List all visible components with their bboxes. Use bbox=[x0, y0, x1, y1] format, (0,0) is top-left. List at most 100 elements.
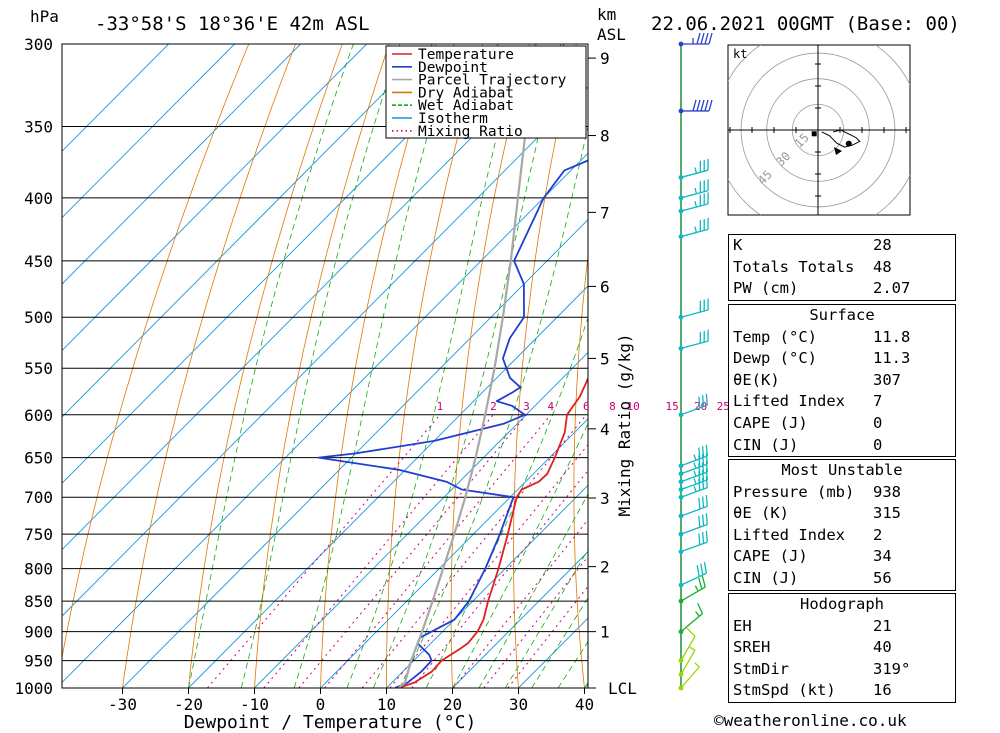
km-tick-label: 8 bbox=[600, 127, 610, 146]
table-key: Lifted Index bbox=[733, 525, 845, 544]
table-value: 0 bbox=[873, 413, 883, 432]
wind-barb-feather bbox=[698, 447, 701, 459]
wind-barb-dot bbox=[678, 685, 684, 691]
wind-barb-shaft bbox=[680, 479, 708, 491]
wind-barb bbox=[678, 393, 708, 418]
legend-label: Temperature bbox=[418, 47, 514, 63]
table-row: Dewp (°C) 11.3 bbox=[729, 348, 955, 370]
wind-barb-shaft bbox=[680, 666, 700, 689]
mixing-ratio-label: 3 bbox=[523, 400, 530, 413]
pressure-tick-label: 350 bbox=[24, 117, 53, 136]
wind-barb-feather bbox=[708, 32, 713, 45]
table-title: Most Unstable bbox=[781, 461, 903, 479]
table-key: Totals Totals bbox=[733, 257, 855, 276]
wind-barb-feather bbox=[701, 532, 705, 544]
wind-barb-feather bbox=[693, 478, 697, 485]
mixing-ratio-label: 20 bbox=[694, 400, 707, 413]
hodograph-storm-motion bbox=[845, 140, 852, 147]
table-key: K bbox=[733, 236, 743, 254]
isotherm-line bbox=[188, 285, 588, 688]
wind-barb-feather bbox=[686, 627, 696, 637]
wind-barb-feather bbox=[705, 530, 708, 543]
table-key: θE(K) bbox=[733, 370, 780, 389]
wind-barb-dot bbox=[678, 479, 684, 485]
table-value: 938 bbox=[873, 482, 901, 501]
wind-barb-shaft bbox=[680, 586, 706, 602]
pressure-tick-label: 700 bbox=[24, 488, 53, 507]
wind-barb-shaft bbox=[680, 523, 708, 535]
wind-barb-dot bbox=[678, 513, 684, 519]
isotherm-line bbox=[62, 44, 565, 551]
table-row: K 28 bbox=[729, 235, 955, 257]
table-row: StmDir 319° bbox=[729, 659, 955, 681]
wind-barb bbox=[678, 32, 713, 47]
wind-barb-feather bbox=[698, 577, 703, 590]
wind-barb-shaft bbox=[680, 340, 709, 350]
wind-barb bbox=[678, 603, 704, 635]
wind-barb bbox=[678, 217, 709, 239]
wind-barb-shaft bbox=[680, 455, 708, 467]
pressure-tick-label: 850 bbox=[24, 592, 53, 611]
wind-barb-feather bbox=[693, 485, 697, 492]
legend-label: Parcel Trajectory bbox=[418, 73, 567, 89]
isotherm-line bbox=[386, 484, 588, 688]
table-title: Surface bbox=[809, 306, 875, 324]
table-row: θE (K) 315 bbox=[729, 503, 955, 525]
wind-barb-shaft bbox=[680, 487, 708, 498]
wind-barb-shaft bbox=[680, 649, 696, 675]
km-tick-label: 6 bbox=[600, 277, 610, 296]
mixing-ratio-label: 15 bbox=[665, 400, 678, 413]
wind-barb-dot bbox=[678, 598, 684, 604]
km-tick-label: 2 bbox=[600, 558, 610, 577]
pressure-tick-label: 600 bbox=[24, 406, 53, 425]
wind-barb-shaft bbox=[680, 309, 709, 318]
table-key: CAPE (J) bbox=[733, 547, 808, 566]
wind-barb-dot bbox=[678, 487, 684, 492]
wind-barb-feather bbox=[698, 515, 701, 528]
wind-barb-feather bbox=[697, 603, 704, 614]
wind-barb-feather bbox=[694, 662, 700, 668]
wind-barb-feather bbox=[700, 563, 704, 576]
wind-barb-shaft bbox=[680, 471, 708, 483]
wind-barb-feather bbox=[694, 226, 698, 233]
table-key: CIN (J) bbox=[733, 435, 799, 454]
wind-barb bbox=[678, 662, 700, 691]
table-value: 21 bbox=[873, 616, 892, 635]
wind-barb-feather bbox=[701, 395, 705, 407]
isotherm-line bbox=[62, 44, 367, 352]
dry-adiabat-line bbox=[122, 44, 296, 688]
km-tick-label: 3 bbox=[600, 489, 610, 508]
table-key: EH bbox=[733, 616, 752, 635]
parcel-trajectory-line bbox=[397, 44, 537, 688]
wind-barb bbox=[678, 627, 696, 663]
km-tick-label: 7 bbox=[600, 203, 610, 222]
table-value: 319° bbox=[873, 659, 911, 678]
x-tick-label: 30 bbox=[509, 695, 528, 714]
wind-barb-feather bbox=[696, 99, 701, 112]
isotherm-line bbox=[62, 44, 433, 418]
wind-barb-dot bbox=[678, 494, 684, 500]
table-row: CAPE (J) 34 bbox=[729, 546, 955, 568]
wind-barb-dot bbox=[678, 531, 684, 537]
isotherm-line bbox=[254, 351, 588, 688]
wind-barb-feather bbox=[705, 494, 708, 507]
hodograph-unit-label: kt bbox=[733, 47, 747, 61]
pressure-tick-label: 750 bbox=[24, 525, 53, 544]
dry-adiabat-line bbox=[188, 44, 343, 688]
wind-barb-shaft bbox=[680, 228, 709, 238]
table-value: 40 bbox=[873, 638, 892, 657]
wind-barb-dot bbox=[678, 471, 684, 477]
dry-adiabat-line bbox=[632, 44, 670, 688]
isotherm-line bbox=[320, 418, 588, 688]
wind-barb-shaft bbox=[680, 541, 708, 553]
wind-barb-feather bbox=[696, 565, 700, 577]
pressure-tick-label: 300 bbox=[24, 35, 53, 54]
table-value: 2 bbox=[873, 525, 883, 544]
table-value: 56 bbox=[873, 568, 892, 587]
isotherm-line bbox=[62, 44, 235, 219]
table-value: 48 bbox=[873, 257, 892, 276]
wind-barb-feather bbox=[694, 187, 698, 194]
table-row: Lifted Index 2 bbox=[729, 525, 955, 547]
wind-barb bbox=[678, 298, 709, 320]
